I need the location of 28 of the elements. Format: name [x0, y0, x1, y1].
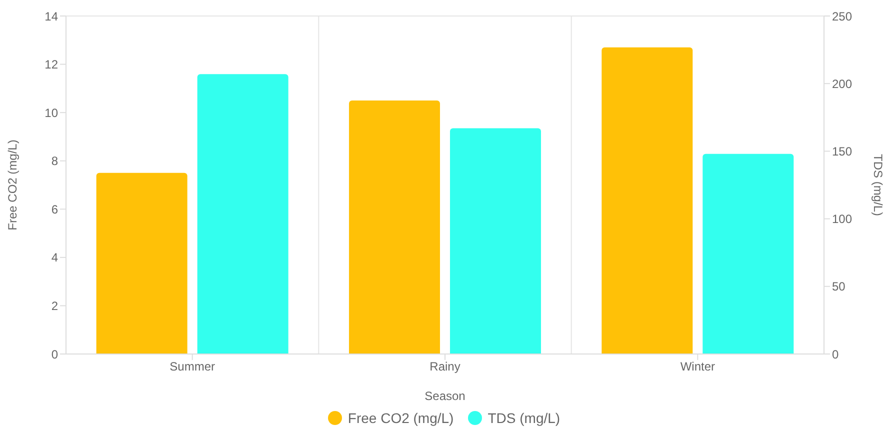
y-tick-label: 10 [44, 106, 58, 120]
y2-tick-label: 250 [832, 9, 852, 24]
y-tick-label: 2 [51, 298, 58, 313]
y2-tick-label: 100 [832, 212, 852, 226]
y-axis-title: Free CO2 (mg/L) [5, 140, 20, 230]
y2-axis-title: TDS (mg/L) [870, 154, 885, 216]
y-tick-label: 0 [51, 347, 58, 362]
legend-label: TDS (mg/L) [486, 410, 560, 426]
bar [450, 128, 541, 354]
y-tick-label: 8 [51, 154, 58, 168]
bar [702, 154, 794, 354]
bar [348, 100, 440, 354]
y2-tick-label: 50 [832, 280, 846, 294]
bar [96, 172, 188, 354]
y2-tick-label: 150 [832, 144, 852, 158]
y-tick-label: 14 [44, 9, 58, 24]
y2-tick-label: 200 [832, 76, 852, 91]
bar [602, 47, 693, 354]
legend-label: Free CO2 (mg/L) [346, 410, 454, 426]
x-tick-label: Rainy [430, 360, 460, 374]
y-tick-label: 4 [51, 250, 58, 265]
x-axis-title: Season [424, 389, 466, 403]
y-tick-label: 6 [51, 202, 58, 216]
x-tick-label: Summer [170, 360, 216, 374]
y-tick-label: 12 [44, 58, 58, 72]
y2-tick-label: 0 [832, 347, 839, 362]
bar [197, 74, 288, 354]
x-tick-label: Winter [680, 360, 716, 374]
